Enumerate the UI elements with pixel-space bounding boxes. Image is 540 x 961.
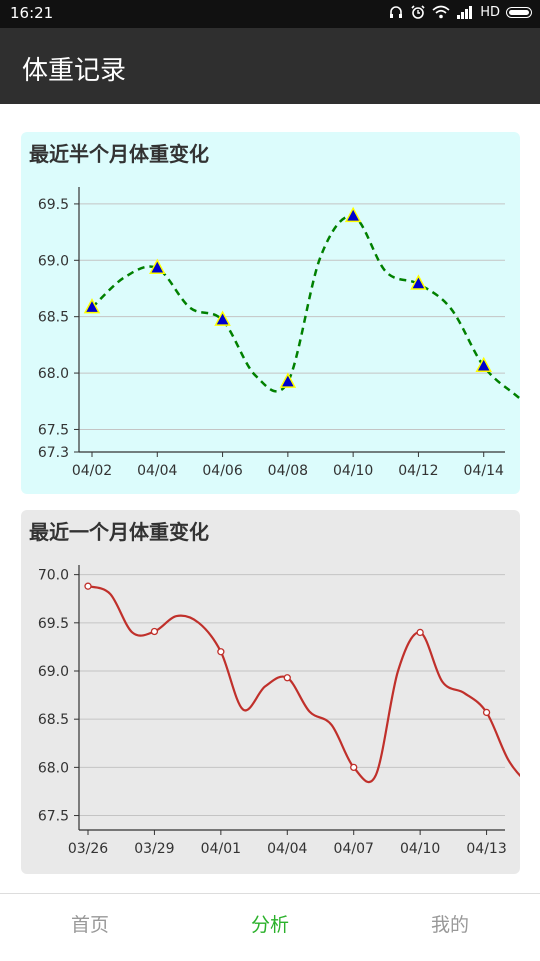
data-point-marker xyxy=(482,708,491,717)
x-tick-label: 04/04 xyxy=(137,463,177,479)
data-point-marker xyxy=(217,648,225,656)
y-tick-label: 68.0 xyxy=(38,366,69,382)
x-tick-label: 04/14 xyxy=(464,463,504,479)
x-tick-label: 04/10 xyxy=(333,463,373,479)
data-point-marker xyxy=(283,674,291,682)
data-point-marker xyxy=(150,627,159,636)
y-tick-label: 68.5 xyxy=(38,712,69,728)
data-point-marker xyxy=(350,763,358,772)
data-point-marker xyxy=(475,356,492,373)
status-bar: 16:21 HD xyxy=(0,0,540,28)
y-tick-label: 67.5 xyxy=(38,422,69,438)
x-tick-label: 04/01 xyxy=(201,841,241,857)
tab-analysis[interactable]: 分析 xyxy=(250,914,289,936)
chart-title: 最近一个月体重变化 xyxy=(29,520,209,544)
data-point-marker xyxy=(410,274,427,290)
alarm-icon xyxy=(411,5,425,19)
signal-icon xyxy=(457,6,473,19)
x-tick-label: 04/02 xyxy=(72,463,112,479)
y-tick-label: 68.5 xyxy=(38,310,69,326)
data-point-marker xyxy=(83,298,101,314)
tab-mine[interactable]: 我的 xyxy=(430,914,469,936)
series-line xyxy=(87,585,520,783)
bottom-tab-bar: 首页 分析 我的 xyxy=(0,893,540,961)
y-tick-label: 69.0 xyxy=(38,664,69,680)
y-tick-label: 69.5 xyxy=(38,197,69,213)
x-tick-label: 03/26 xyxy=(68,841,108,857)
chart-title: 最近半个月体重变化 xyxy=(29,142,209,166)
data-point-marker xyxy=(344,206,362,223)
network-type: HD xyxy=(480,4,500,20)
y-tick-label: 68.0 xyxy=(38,760,69,776)
weight-chart-half-month: 67.3 67.5 68.0 68.5 69.0 69.5 04/02 04/04 04/06 0… xyxy=(38,187,520,479)
data-point-marker xyxy=(279,372,297,388)
tab-home[interactable]: 首页 xyxy=(70,914,109,936)
y-tick-label: 69.5 xyxy=(38,616,69,632)
chart-card-half-month: 最近半个月体重变化 67.3 67.5 68.0 68.5 69.0 69.5 04/02 0… xyxy=(21,132,520,494)
x-tick-label: 03/29 xyxy=(134,841,174,857)
x-tick-label: 04/06 xyxy=(202,463,242,479)
data-point-marker xyxy=(214,310,231,326)
chart-card-month: 最近一个月体重变化 67.5 68.0 68.5 69.0 69.5 70.0 03/26 0… xyxy=(21,510,520,874)
y-tick-label: 70.0 xyxy=(38,568,69,584)
x-tick-label: 04/12 xyxy=(398,463,438,479)
y-tick-label: 67.3 xyxy=(38,445,69,461)
data-point-marker xyxy=(149,258,166,274)
x-tick-label: 04/08 xyxy=(268,463,308,479)
battery-icon xyxy=(506,6,532,18)
x-tick-label: 04/10 xyxy=(400,841,440,857)
wifi-icon xyxy=(432,5,450,19)
series-line xyxy=(91,214,520,401)
app-bar: 体重记录 xyxy=(0,28,540,104)
data-point-marker xyxy=(416,628,424,637)
y-tick-label: 69.0 xyxy=(38,253,69,269)
x-tick-label: 04/13 xyxy=(466,841,506,857)
y-tick-label: 67.5 xyxy=(38,809,69,825)
x-tick-label: 04/04 xyxy=(267,841,307,857)
weight-chart-month: 67.5 68.0 68.5 69.0 69.5 70.0 03/26 03/29 04/01 0… xyxy=(38,565,520,857)
status-time: 16:21 xyxy=(10,4,54,22)
headset-icon xyxy=(390,6,403,18)
page-title: 体重记录 xyxy=(22,56,127,86)
data-point-marker xyxy=(84,582,92,590)
x-tick-label: 04/07 xyxy=(334,841,374,857)
